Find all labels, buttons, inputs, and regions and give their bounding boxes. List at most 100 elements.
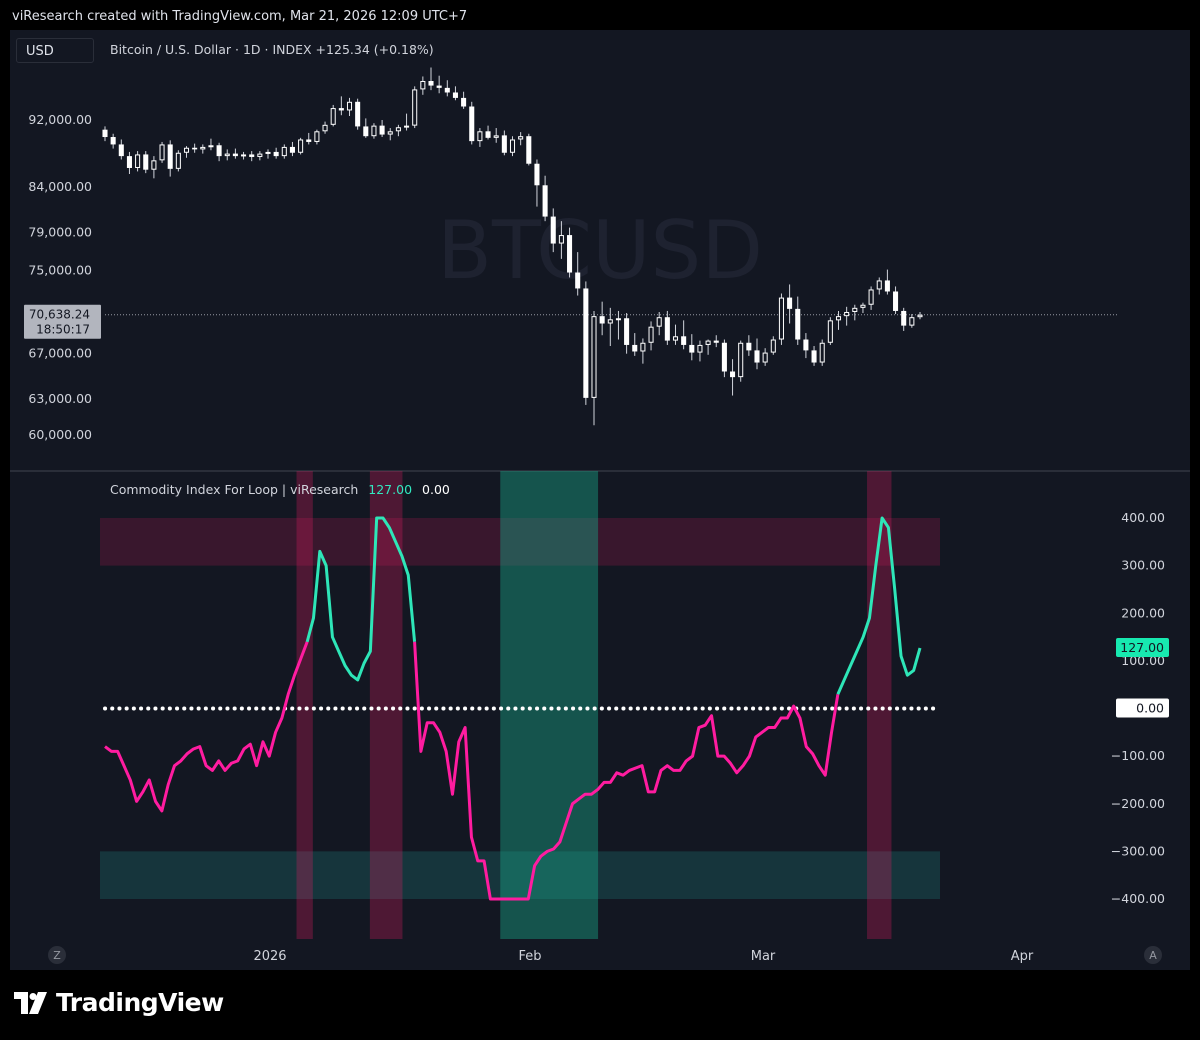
candle [754, 338, 760, 370]
indicator-line-bear [413, 641, 840, 901]
candle-body-up [322, 124, 328, 132]
candle-body-down [713, 340, 719, 343]
tradingview-logo[interactable]: TradingView [14, 988, 224, 1017]
candle [672, 324, 679, 345]
auto-scale-button-bg [1144, 946, 1162, 964]
attribution-text: viResearch created with TradingView.com,… [12, 9, 468, 24]
candle [819, 339, 825, 366]
candle-body-up [868, 289, 874, 305]
candle [314, 129, 320, 145]
indicator-tick-label: −300.00 [1111, 843, 1165, 858]
indicator-line-bull [836, 516, 922, 695]
candle-body-up [819, 342, 825, 363]
candle-body-down [803, 339, 809, 351]
candle [461, 91, 467, 109]
candle [428, 67, 434, 91]
candle [379, 120, 385, 138]
candle-body-down [599, 316, 605, 324]
candle [151, 156, 157, 179]
candle-body-down [901, 310, 907, 326]
candle [632, 333, 638, 356]
candle-body-down [436, 85, 442, 88]
candle-body-down [567, 235, 573, 273]
candle-body-up [183, 147, 190, 153]
candle-body-down [289, 146, 295, 153]
candle [192, 143, 198, 153]
candle [444, 80, 450, 97]
candle [648, 321, 654, 351]
candle [395, 124, 401, 137]
candle-body-down [126, 156, 132, 168]
candle-body-up [607, 319, 613, 324]
candle-body-up [257, 153, 263, 157]
price-badge-value: 70,638.24 [29, 308, 90, 322]
candle-body-up [151, 160, 157, 170]
candle [371, 123, 377, 139]
candle-body-down [730, 371, 736, 378]
candle-body-down [232, 153, 238, 157]
candle-body-down [306, 139, 312, 142]
candle [477, 128, 483, 147]
candle-body-up [265, 151, 271, 154]
candle [200, 144, 206, 154]
candle [452, 86, 458, 101]
candle [583, 281, 589, 405]
candle-body-up [558, 235, 564, 244]
candle [697, 340, 703, 362]
candle-body-down [461, 97, 467, 107]
candle [420, 76, 426, 95]
candle-body-up [656, 317, 662, 327]
candle [338, 96, 344, 116]
candle [664, 310, 670, 345]
candle [118, 139, 124, 160]
indicator-tick-label: 300.00 [1121, 558, 1165, 573]
candle [550, 208, 556, 253]
candle [721, 339, 727, 378]
candle [795, 296, 801, 345]
candle-body-down [689, 344, 695, 353]
candle [624, 313, 630, 354]
chart-svg[interactable]: BTCUSD 60,000.00 63,000.00 67,000.00 75,000.… [10, 30, 1190, 970]
symbol-legend: Bitcoin / U.S. Dollar · 1D · INDEX +125.… [110, 42, 434, 57]
price-tick-label: 63,000.00 [28, 391, 92, 406]
candle-body-down [428, 80, 434, 86]
candle-body-down [379, 125, 385, 135]
candle [876, 277, 882, 295]
candle-body-up [477, 131, 483, 142]
currency-button[interactable]: USD [16, 38, 94, 63]
price-tick-label: 84,000.00 [28, 179, 92, 194]
candle-body-up [395, 127, 401, 132]
candle [640, 338, 646, 364]
candle-body-up [844, 311, 850, 317]
candle-body-down [192, 147, 198, 150]
candle-body-down [795, 308, 801, 340]
candle [852, 304, 858, 321]
candle [143, 151, 149, 174]
candle [567, 227, 573, 278]
candle-body-up [705, 340, 711, 345]
auto-scale-button-label: A [1149, 949, 1157, 962]
candle [501, 130, 507, 156]
candle [412, 86, 418, 129]
candle [322, 121, 328, 134]
candle-body-down [893, 291, 899, 311]
indicator-value-badge [1116, 638, 1169, 658]
candle-body-up [697, 344, 703, 353]
candle-body-up [876, 280, 882, 290]
candle [762, 348, 768, 366]
candle [599, 301, 605, 336]
candle-body-down [216, 145, 222, 157]
candle [787, 284, 793, 324]
candle-body-up [518, 136, 524, 140]
candle [893, 286, 899, 315]
candle-body-up [387, 131, 393, 135]
candle-body-up [208, 145, 214, 148]
candle [868, 286, 874, 310]
chart-background [10, 30, 1190, 970]
candle [730, 359, 736, 396]
candle [183, 146, 190, 158]
overbought-band [100, 518, 940, 566]
chart-frame[interactable]: BTCUSD 60,000.00 63,000.00 67,000.00 75,000.… [10, 30, 1190, 970]
threshold-badge-text: 0.00 [1136, 701, 1164, 716]
candle-body-up [852, 307, 858, 312]
